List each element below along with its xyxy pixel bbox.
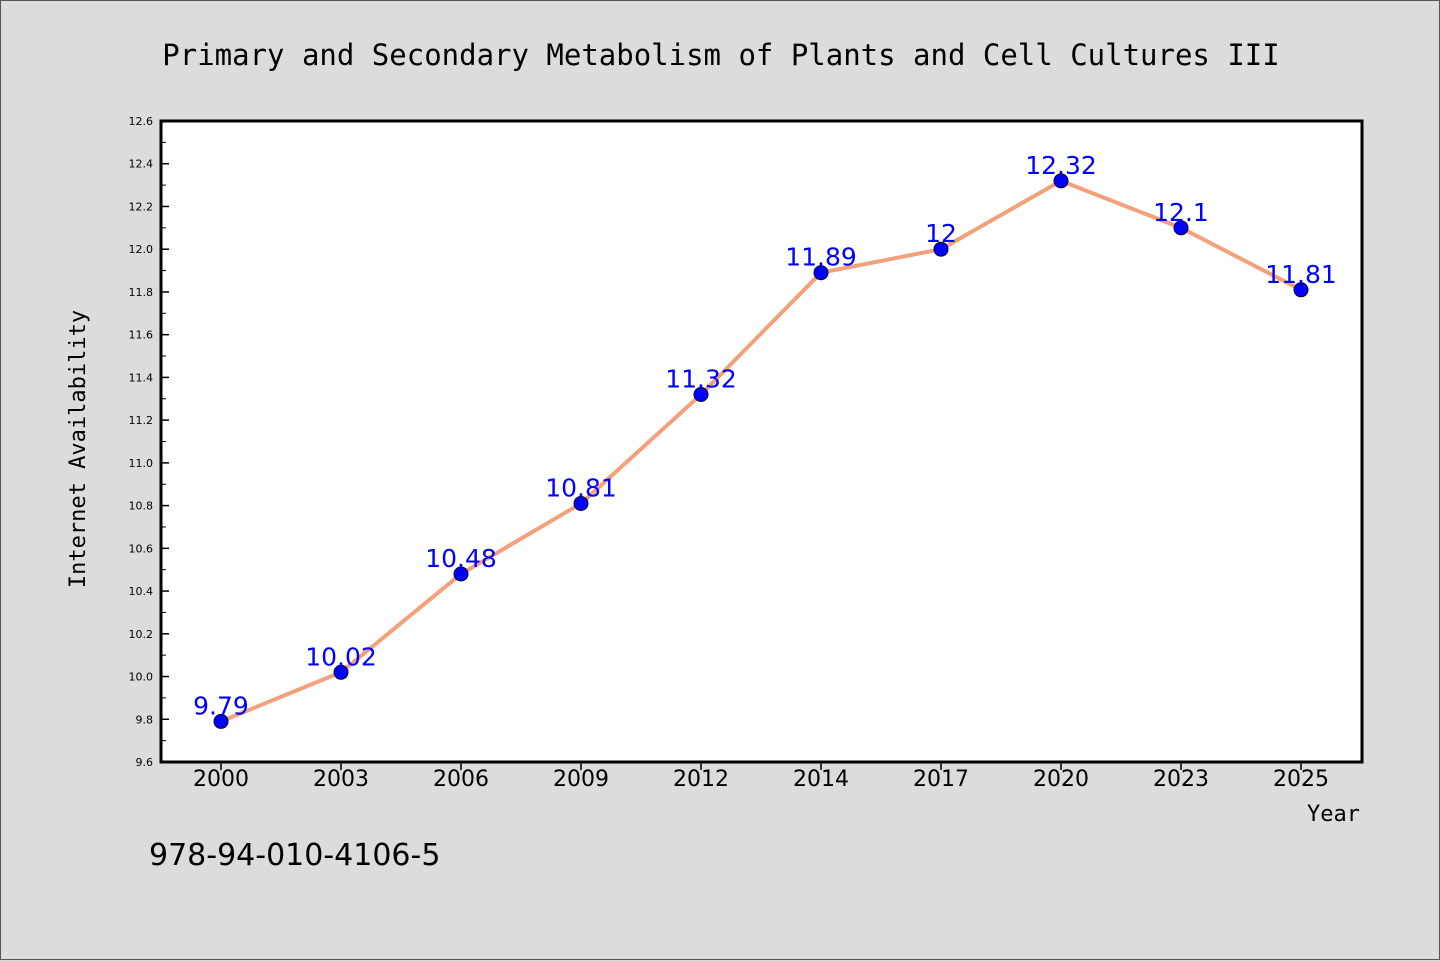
y-tick-label: 10.0	[129, 671, 154, 684]
y-tick-label: 9.8	[136, 713, 154, 726]
data-point	[813, 265, 829, 281]
y-tick-label: 10.2	[129, 628, 154, 641]
data-label: 10.81	[545, 473, 617, 502]
y-tick-label: 11.2	[129, 414, 154, 427]
x-axis: 2000 2003 2006 2009 2012 2014 2017 2020 2023 2025	[193, 762, 1329, 792]
y-tick-label: 10.4	[129, 585, 154, 598]
x-tick-label: 2009	[553, 767, 609, 792]
x-tick-label: 2012	[673, 767, 729, 792]
y-tick-label: 11.8	[129, 286, 154, 299]
y-tick-label: 11.6	[129, 329, 154, 342]
y-tick-label: 11.0	[129, 457, 154, 470]
chart-title: Primary and Secondary Metabolism of Plan…	[162, 38, 1279, 72]
y-tick-label: 10.6	[129, 542, 154, 555]
data-point	[933, 241, 949, 257]
x-tick-label: 2017	[913, 767, 969, 792]
data-labels: 9.79 10.02 10.48 10.81 11.32 11.89 12 12.32 12.1…	[193, 151, 1337, 721]
y-tick-label: 12.0	[129, 243, 154, 256]
y-axis: 9.6 9.8 10.0 10.2 10.4 10.6 10.8 11.0 11.2 11.4 11…	[129, 115, 169, 769]
plot-border	[159, 119, 1364, 764]
data-point	[333, 664, 349, 680]
x-tick-label: 2003	[313, 767, 369, 792]
y-axis-label: Internet Availability	[66, 310, 91, 588]
data-label: 9.79	[193, 691, 249, 720]
data-point	[453, 566, 469, 582]
data-point	[213, 713, 229, 729]
x-tick-label: 2006	[433, 767, 489, 792]
data-label: 10.48	[425, 544, 497, 573]
data-point	[1173, 220, 1189, 236]
y-tick-label: 11.4	[129, 371, 154, 384]
y-tick-label: 10.8	[129, 500, 154, 513]
data-point	[1293, 282, 1309, 298]
data-label: 12	[925, 219, 957, 248]
x-axis-label: Year	[1307, 802, 1360, 827]
x-tick-label: 2014	[793, 767, 849, 792]
data-point	[573, 495, 589, 511]
data-label: 12.32	[1025, 151, 1097, 180]
y-tick-label: 12.4	[129, 158, 154, 171]
data-label: 11.32	[665, 364, 737, 393]
data-label: 10.02	[305, 642, 377, 671]
series-line	[220, 178, 1302, 724]
x-tick-label: 2020	[1033, 767, 1089, 792]
data-point	[693, 386, 709, 402]
data-markers	[213, 173, 1309, 729]
data-label: 11.81	[1265, 260, 1337, 289]
data-point	[1053, 173, 1069, 189]
y-tick-label: 12.2	[129, 200, 154, 213]
data-label: 12.1	[1153, 198, 1209, 227]
y-tick-label: 12.6	[129, 115, 154, 128]
x-tick-label: 2023	[1153, 767, 1209, 792]
y-tick-label: 9.6	[136, 756, 154, 769]
data-label: 11.89	[785, 243, 857, 272]
x-tick-label: 2000	[193, 767, 249, 792]
isbn-footer: 978-94-010-4106-5	[149, 838, 440, 873]
x-tick-label: 2025	[1273, 767, 1329, 792]
